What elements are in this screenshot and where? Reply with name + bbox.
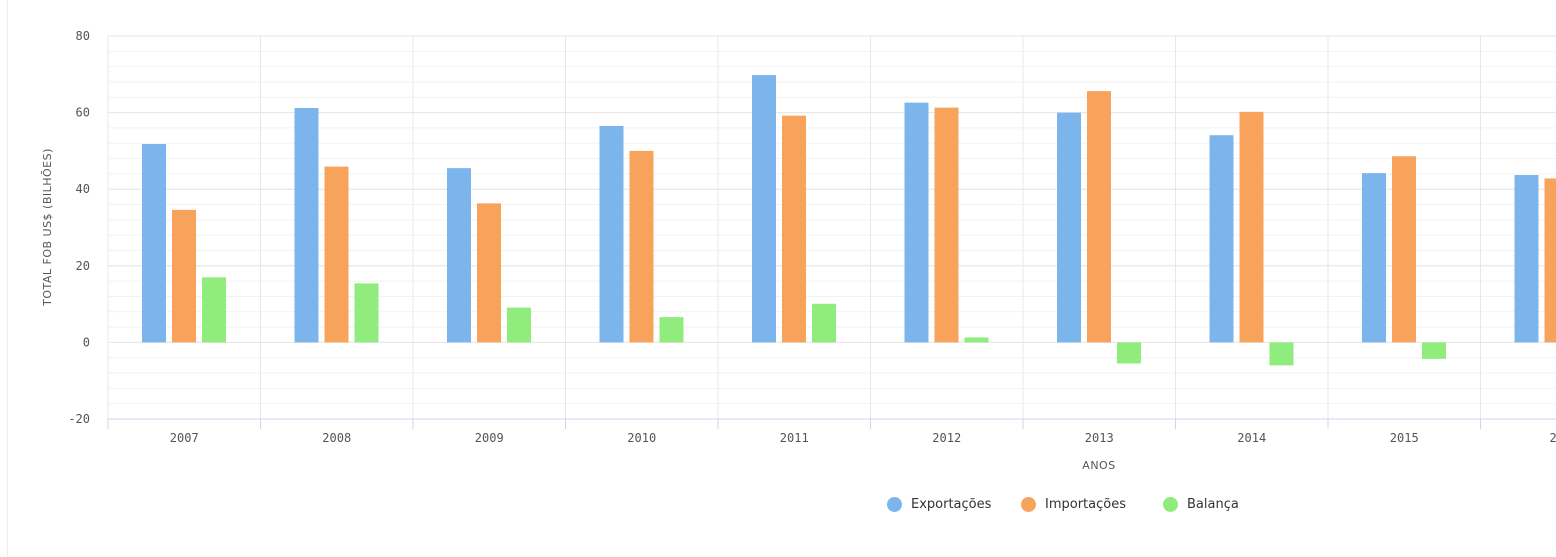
y-tick-label: 20: [76, 259, 90, 273]
legend-marker: [1021, 497, 1036, 512]
bar[interactable]: [1514, 175, 1539, 343]
bar[interactable]: [1544, 178, 1556, 343]
x-tick-label: 2009: [475, 431, 504, 445]
bar[interactable]: [1057, 112, 1081, 343]
bar[interactable]: [812, 303, 836, 343]
bar[interactable]: [599, 126, 624, 343]
bar[interactable]: [202, 277, 226, 343]
vertical-gridlines: [107, 36, 1481, 419]
bar[interactable]: [1117, 342, 1141, 364]
bar[interactable]: [782, 115, 806, 343]
y-tick-label: 40: [76, 182, 90, 196]
bar[interactable]: [477, 203, 501, 343]
y-tick-label: 60: [76, 106, 90, 120]
x-tick-label: 2010: [627, 431, 656, 445]
legend-item[interactable]: Exportações: [887, 497, 991, 512]
y-tick-label: 80: [76, 29, 90, 43]
bar[interactable]: [324, 166, 349, 343]
bar-chart: 80 60 40 20 0 -20 2007 2008 2009 2010 2011 2012 201…: [41, 29, 1556, 472]
y-tick-label: -20: [68, 412, 90, 426]
x-axis: [107, 418, 1556, 429]
legend-label: Importações: [1045, 497, 1126, 512]
bar-series-group: [142, 75, 1556, 366]
x-tick-label: 2012: [932, 431, 961, 445]
bar[interactable]: [447, 168, 471, 343]
y-tick-label: 0: [83, 335, 90, 349]
bar[interactable]: [142, 144, 166, 343]
legend-marker: [1163, 497, 1178, 512]
legend-item[interactable]: Importações: [1021, 497, 1126, 512]
bar[interactable]: [934, 107, 959, 343]
bar[interactable]: [1209, 135, 1234, 343]
bar[interactable]: [629, 150, 654, 343]
x-tick-label: 2013: [1085, 431, 1114, 445]
left-frame-line: [7, 0, 8, 557]
y-axis-ticks: 80 60 40 20 0 -20: [68, 29, 90, 426]
x-tick-label: 2014: [1237, 431, 1266, 445]
bar[interactable]: [1362, 173, 1386, 343]
legend-item[interactable]: Balança: [1163, 497, 1239, 512]
bar[interactable]: [964, 337, 989, 343]
bar[interactable]: [1239, 111, 1264, 343]
bar[interactable]: [507, 307, 531, 343]
x-tick-label: 2008: [322, 431, 351, 445]
bar[interactable]: [294, 108, 319, 343]
bar[interactable]: [904, 102, 929, 343]
bar[interactable]: [172, 209, 196, 343]
x-axis-title: ANOS: [1082, 459, 1115, 472]
bar[interactable]: [1392, 156, 1416, 343]
chart-legend: Exportações Importações Balança: [0, 497, 1556, 523]
legend-label: Balança: [1187, 497, 1239, 512]
x-tick-label: 2015: [1390, 431, 1419, 445]
legend-marker: [887, 497, 902, 512]
bar[interactable]: [1087, 91, 1111, 343]
x-axis-ticks: 2007 2008 2009 2010 2011 2012 2013 2014 2015 20: [170, 431, 1556, 445]
y-axis-title: TOTAL FOB US$ (BILHÕES): [41, 148, 54, 307]
bar[interactable]: [1422, 342, 1446, 359]
bar[interactable]: [1269, 342, 1294, 366]
bar[interactable]: [659, 317, 684, 343]
bar[interactable]: [752, 75, 776, 343]
legend-label: Exportações: [911, 497, 992, 512]
x-tick-label: 2007: [170, 431, 199, 445]
bar[interactable]: [354, 283, 379, 343]
x-tick-label: 2011: [780, 431, 809, 445]
x-tick-label: 20: [1550, 431, 1556, 445]
